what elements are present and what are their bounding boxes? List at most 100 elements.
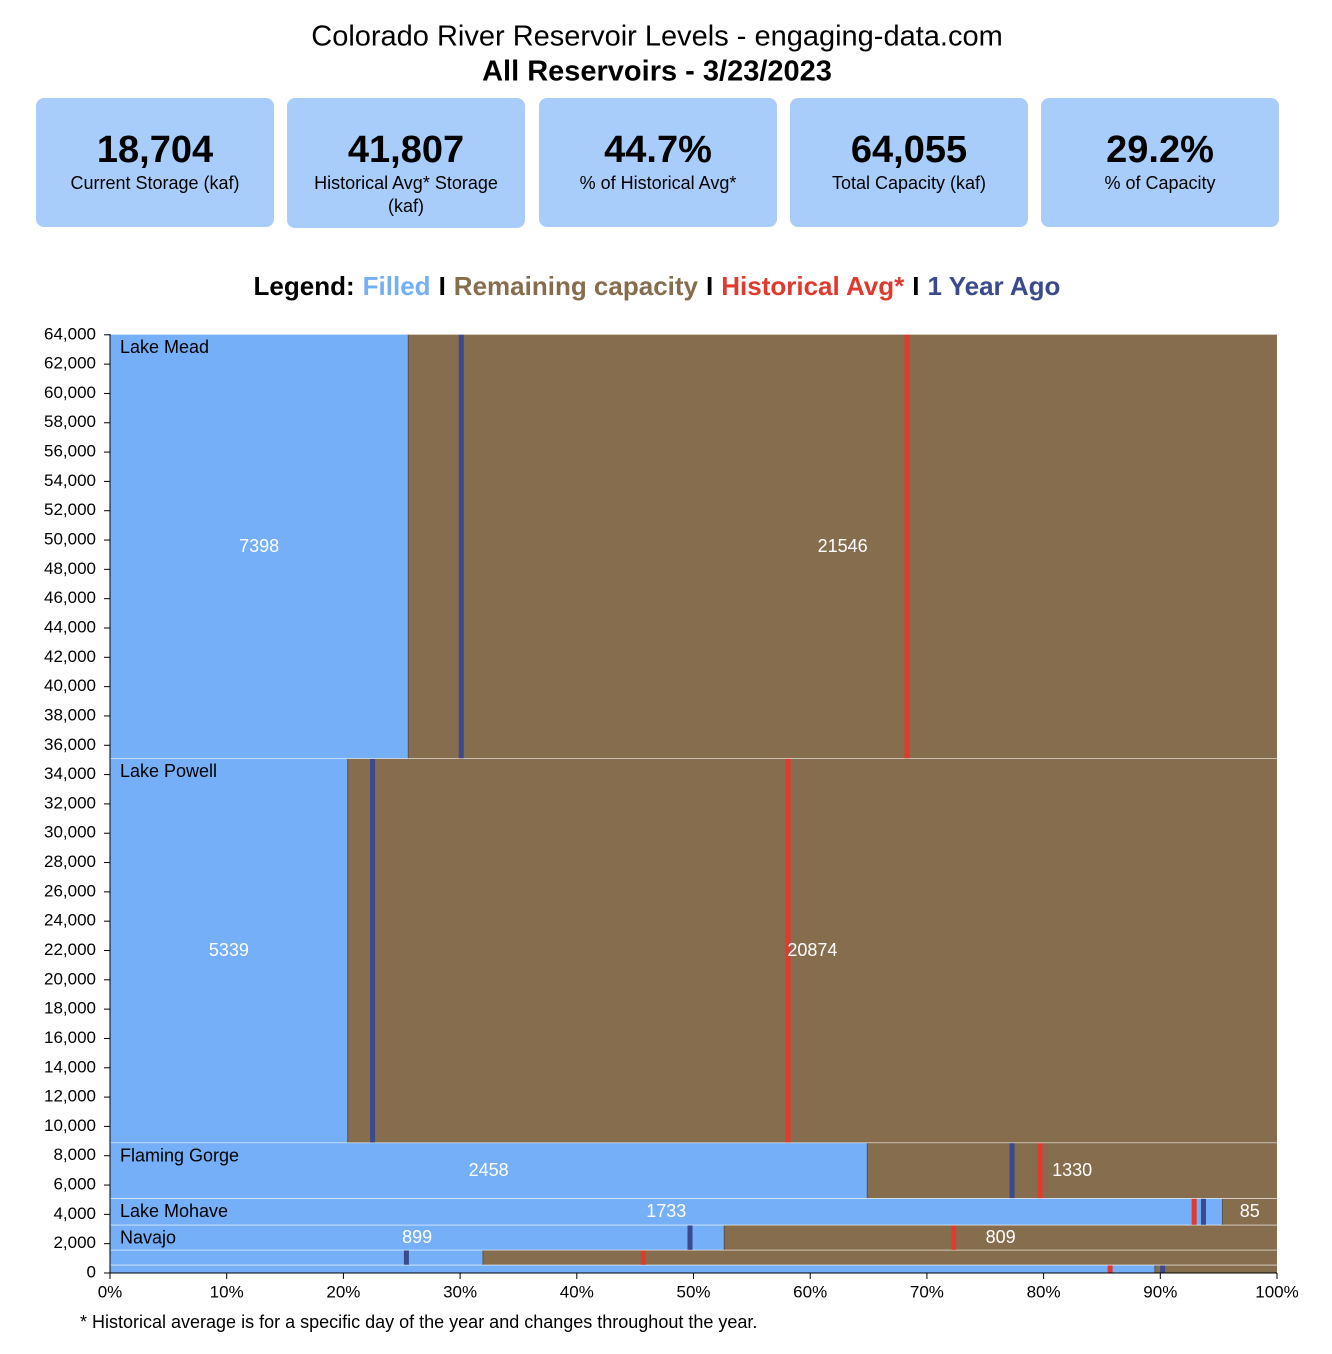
stat-card: 64,055 Total Capacity (kaf) xyxy=(790,98,1028,227)
remaining-bar xyxy=(347,758,1277,1143)
stat-card: 41,807 Historical Avg* Storage (kaf) xyxy=(287,98,525,228)
card-label: Current Storage (kaf) xyxy=(70,173,240,193)
y-tick-label: 16,000 xyxy=(44,1028,96,1047)
remaining-bar xyxy=(724,1224,1277,1250)
y-tick-label: 50,000 xyxy=(44,530,96,549)
legend-item: Historical Avg* xyxy=(721,271,905,301)
legend-separator: I xyxy=(912,271,919,301)
value-label: 85 xyxy=(1240,1201,1260,1221)
filled-bar xyxy=(110,1198,1223,1225)
year-ago-marker xyxy=(458,334,464,759)
y-tick-label: 42,000 xyxy=(44,647,96,666)
y-tick-label: 24,000 xyxy=(44,911,96,930)
y-tick-label: 52,000 xyxy=(44,500,96,519)
value-label: 7398 xyxy=(239,536,279,556)
card-value: 44.7% xyxy=(604,129,712,171)
y-tick-label: 58,000 xyxy=(44,412,96,431)
card-label: % of Capacity xyxy=(1104,173,1216,193)
x-tick-label: 50% xyxy=(676,1282,710,1301)
x-tick-label: 30% xyxy=(443,1282,477,1301)
reservoir-name: Lake Mohave xyxy=(120,1201,228,1221)
reservoir-name: Lake Mead xyxy=(120,337,209,357)
filled-bar xyxy=(110,334,409,759)
historical-avg-marker xyxy=(640,1249,646,1265)
y-tick-label: 54,000 xyxy=(44,471,96,490)
value-label: 2458 xyxy=(469,1160,509,1180)
card-value: 29.2% xyxy=(1106,129,1214,171)
reservoir-name: Navajo xyxy=(120,1227,176,1247)
x-tick-label: 100% xyxy=(1255,1282,1298,1301)
y-tick-label: 0 xyxy=(87,1262,96,1281)
value-label: 5339 xyxy=(209,940,249,960)
y-tick-label: 20,000 xyxy=(44,969,96,988)
year-ago-marker xyxy=(687,1224,693,1250)
y-tick-label: 60,000 xyxy=(44,383,96,402)
legend-item: Filled xyxy=(363,271,431,301)
legend: Legend: Filled I Remaining capacity I Histori… xyxy=(254,271,1061,301)
legend-separator: I xyxy=(439,271,446,301)
y-tick-label: 62,000 xyxy=(44,354,96,373)
filled-bar xyxy=(110,1249,483,1265)
stat-card: 29.2%% of Capacity xyxy=(1041,98,1279,227)
footnote: * Historical average is for a specific d… xyxy=(80,1312,757,1332)
year-ago-marker xyxy=(1200,1198,1206,1225)
y-tick-label: 48,000 xyxy=(44,559,96,578)
y-tick-label: 12,000 xyxy=(44,1087,96,1106)
filled-bar xyxy=(110,1142,868,1199)
x-tick-label: 70% xyxy=(910,1282,944,1301)
card-value: 64,055 xyxy=(850,129,968,171)
x-tick-label: 80% xyxy=(1027,1282,1061,1301)
y-tick-label: 30,000 xyxy=(44,823,96,842)
legend-title: Legend: xyxy=(254,271,355,301)
card-label: Historical Avg* Storage (kaf) xyxy=(314,173,498,216)
value-label: 899 xyxy=(402,1227,432,1247)
reservoir-name: Lake Powell xyxy=(120,761,217,781)
card-label: % of Historical Avg* xyxy=(579,173,737,193)
historical-avg-marker xyxy=(1107,1264,1113,1273)
historical-avg-marker xyxy=(904,334,910,759)
remaining-bar xyxy=(482,1249,1277,1265)
x-tick-label: 90% xyxy=(1143,1282,1177,1301)
historical-avg-marker xyxy=(1037,1142,1043,1199)
y-tick-label: 38,000 xyxy=(44,705,96,724)
y-tick-label: 28,000 xyxy=(44,852,96,871)
stat-card: 18,704 Current Storage (kaf) xyxy=(36,98,274,227)
remaining-bar xyxy=(408,334,1277,759)
card-value: 41,807 xyxy=(347,129,465,171)
card-label: Total Capacity (kaf) xyxy=(831,173,987,193)
bands: Navajo 899 809 Lake Mohave 1733 85 Flaming Gor… xyxy=(110,333,1277,1273)
y-tick-label: 10,000 xyxy=(44,1116,96,1135)
y-tick-label: 34,000 xyxy=(44,764,96,783)
value-label: 20874 xyxy=(787,940,837,960)
year-ago-marker xyxy=(370,758,376,1143)
x-tick-label: 10% xyxy=(210,1282,244,1301)
y-tick-label: 46,000 xyxy=(44,588,96,607)
x-tick-label: 0% xyxy=(98,1282,123,1301)
y-tick-label: 18,000 xyxy=(44,999,96,1018)
reservoir-name: Flaming Gorge xyxy=(120,1145,239,1165)
x-tick-label: 40% xyxy=(560,1282,594,1301)
value-label: 1733 xyxy=(646,1201,686,1221)
remaining-bar xyxy=(867,1142,1277,1199)
value-label: 809 xyxy=(986,1227,1016,1247)
value-label: 21546 xyxy=(818,536,868,556)
value-label: 1330 xyxy=(1052,1160,1092,1180)
y-tick-label: 36,000 xyxy=(44,735,96,754)
legend-separator: I xyxy=(706,271,713,301)
y-tick-label: 2,000 xyxy=(53,1233,96,1252)
filled-bar xyxy=(110,758,348,1143)
x-tick-label: 20% xyxy=(326,1282,360,1301)
y-tick-label: 6,000 xyxy=(53,1175,96,1194)
year-ago-marker xyxy=(1160,1264,1166,1273)
y-tick-label: 44,000 xyxy=(44,617,96,636)
y-tick-label: 64,000 xyxy=(44,324,96,343)
x-tick-label: 60% xyxy=(793,1282,827,1301)
year-ago-marker xyxy=(403,1249,409,1265)
subtitle: All Reservoirs - 3/23/2023 xyxy=(482,56,832,88)
title: Colorado River Reservoir Levels - engagi… xyxy=(311,21,1003,53)
filled-bar xyxy=(110,1264,1155,1273)
y-tick-label: 26,000 xyxy=(44,881,96,900)
y-tick-label: 14,000 xyxy=(44,1057,96,1076)
historical-avg-marker xyxy=(1191,1198,1197,1225)
